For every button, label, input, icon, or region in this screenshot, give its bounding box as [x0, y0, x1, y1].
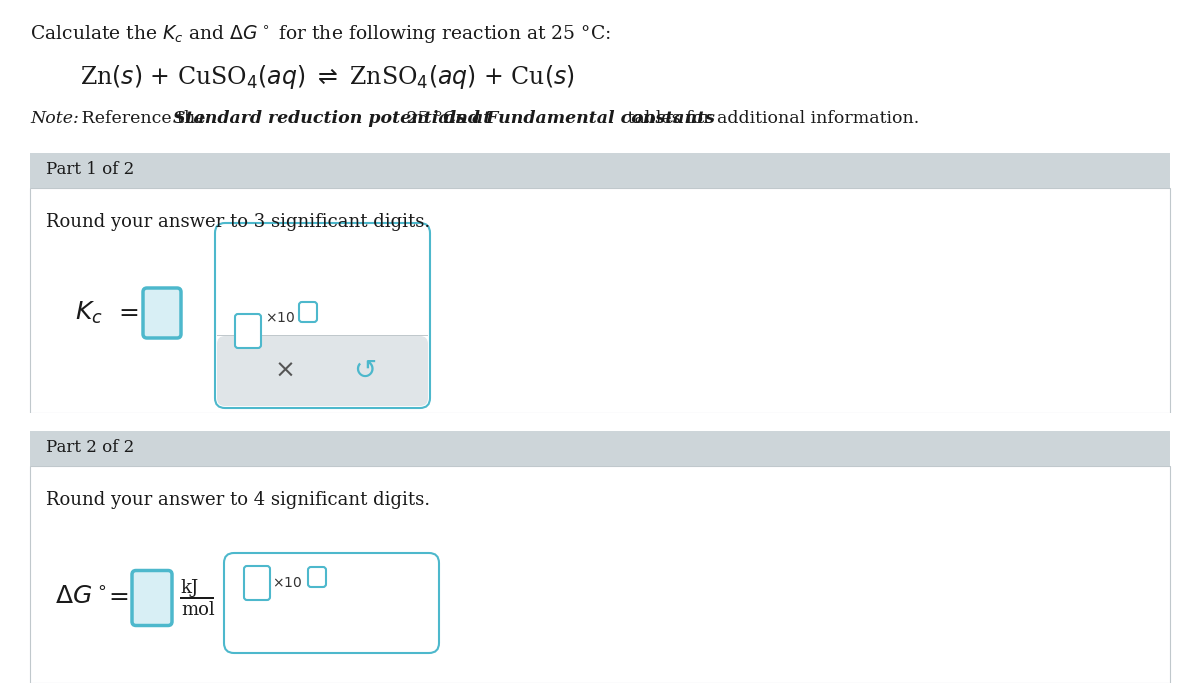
Text: and Fundamental constants: and Fundamental constants [444, 110, 715, 127]
Text: =: = [118, 301, 139, 324]
Text: Calculate the $K_c$ and $\Delta G^\circ$ for the following reaction at 25 °C:: Calculate the $K_c$ and $\Delta G^\circ$… [30, 23, 611, 45]
Text: 25 °C: 25 °C [401, 110, 462, 127]
Text: Note:: Note: [30, 110, 79, 127]
FancyBboxPatch shape [244, 566, 270, 600]
FancyBboxPatch shape [299, 302, 317, 322]
FancyBboxPatch shape [224, 553, 439, 653]
Text: Part 1 of 2: Part 1 of 2 [46, 161, 134, 178]
Bar [30, 466, 1170, 683]
FancyBboxPatch shape [235, 314, 262, 348]
Bar [30, 153, 1170, 188]
Text: Zn$(s)$ + CuSO$_4(aq)$ $\rightleftharpoons$ ZnSO$_4(aq)$ + Cu$(s)$: Zn$(s)$ + CuSO$_4(aq)$ $\rightleftharpoo… [80, 63, 575, 91]
Bar [30, 431, 1170, 466]
Text: $\times$10: $\times$10 [272, 576, 302, 590]
Text: mol: mol [181, 601, 215, 619]
Text: $K_c$: $K_c$ [74, 300, 103, 326]
Text: Round your answer to 3 significant digits.: Round your answer to 3 significant digit… [46, 213, 431, 231]
Text: Standard reduction potentials at: Standard reduction potentials at [173, 110, 491, 127]
FancyBboxPatch shape [308, 567, 326, 587]
Text: Part 2 of 2: Part 2 of 2 [46, 439, 134, 456]
Bar [217, 335, 428, 336]
FancyBboxPatch shape [132, 570, 172, 626]
Bar [180, 597, 214, 599]
Bar [30, 188, 1170, 413]
Text: $\Delta G^\circ$: $\Delta G^\circ$ [55, 587, 107, 609]
Text: ↺: ↺ [353, 357, 377, 385]
FancyBboxPatch shape [217, 336, 428, 406]
FancyBboxPatch shape [215, 223, 430, 408]
Text: =: = [108, 587, 128, 609]
Bar [0, 413, 1200, 431]
Text: Reference the: Reference the [76, 110, 211, 127]
Text: kJ: kJ [180, 579, 198, 597]
FancyBboxPatch shape [143, 288, 181, 338]
Text: $\times$10: $\times$10 [265, 311, 295, 325]
Text: tables for additional information.: tables for additional information. [622, 110, 919, 127]
Text: ×: × [275, 359, 295, 383]
Text: Round your answer to 4 significant digits.: Round your answer to 4 significant digit… [46, 491, 430, 509]
